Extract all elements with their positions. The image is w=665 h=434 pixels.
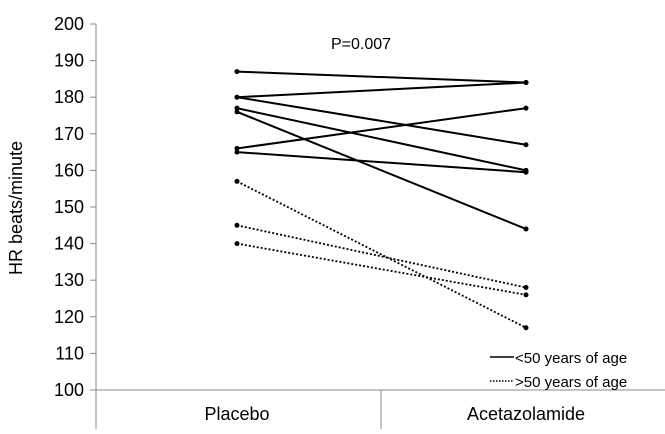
data-point	[234, 109, 240, 115]
x-category-labels: Placebo Acetazolamide	[204, 404, 585, 424]
series-line-under-50	[236, 151, 527, 174]
y-tick-label: 200	[54, 14, 84, 34]
data-point	[523, 285, 529, 291]
y-tick-labels: 100 110 120 130 140 150 160 170 180 190 200	[54, 14, 84, 400]
y-tick-label: 160	[54, 160, 84, 180]
y-tick-label: 120	[54, 307, 84, 327]
y-tick-label: 100	[54, 380, 84, 400]
data-point	[523, 292, 529, 298]
data-point	[234, 241, 240, 247]
series-line-over-50	[236, 180, 527, 329]
series-line-under-50	[236, 70, 527, 84]
series-points	[234, 69, 529, 331]
y-axis-label: HR beats/minute	[6, 141, 26, 275]
p-value-annotation: P=0.007	[331, 36, 391, 53]
series-lines	[236, 70, 527, 329]
data-point	[234, 222, 240, 228]
axes	[90, 23, 665, 429]
data-point	[523, 226, 529, 232]
data-point	[523, 142, 529, 148]
y-tick-label: 110	[55, 343, 84, 363]
series-line-under-50	[236, 107, 527, 172]
series-line-under-50	[236, 107, 527, 150]
data-point	[234, 178, 240, 184]
series-line-over-50	[236, 242, 527, 296]
legend-label: >50 years of age	[515, 374, 627, 391]
data-point	[523, 80, 529, 86]
data-point	[234, 149, 240, 155]
legend-label: <50 years of age	[515, 350, 627, 367]
x-category-label: Placebo	[204, 404, 269, 424]
series-line-under-50	[236, 81, 527, 99]
y-tick-label: 130	[54, 270, 84, 290]
x-category-label: Acetazolamide	[467, 404, 585, 424]
y-tick-label: 170	[54, 124, 84, 144]
data-point	[523, 169, 529, 175]
y-tick-label: 180	[54, 87, 84, 107]
series-line-under-50	[236, 110, 527, 230]
data-point	[234, 145, 240, 151]
y-tick-label: 190	[54, 51, 84, 71]
data-point	[234, 94, 240, 100]
y-tick-label: 140	[54, 234, 84, 254]
data-point	[234, 69, 240, 75]
data-point	[523, 325, 529, 331]
series-line-over-50	[236, 224, 527, 289]
y-tick-label: 150	[54, 197, 84, 217]
data-point	[523, 105, 529, 111]
legend: <50 years of age >50 years of age	[490, 350, 627, 391]
series-line-under-50	[236, 96, 527, 146]
data-point	[234, 105, 240, 111]
